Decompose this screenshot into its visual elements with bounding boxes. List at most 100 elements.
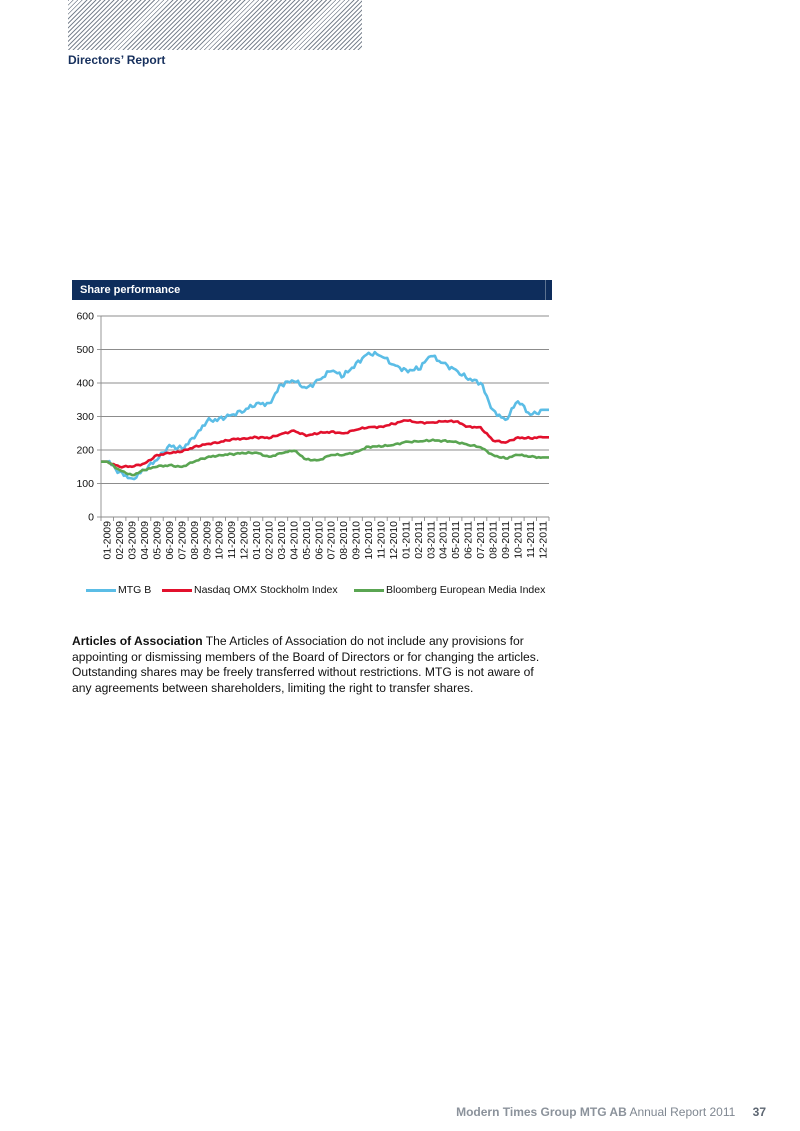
x-tick-label: 01-2011	[400, 521, 412, 559]
data-point-mtg-b	[218, 417, 220, 419]
data-point-mtg-b	[392, 363, 394, 365]
x-tick-label: 07-2010	[326, 521, 338, 560]
x-tick-label: 05-2010	[301, 521, 313, 560]
data-point-bloomberg-european-media-index	[367, 445, 369, 447]
x-tick-label: 02-2011	[413, 521, 425, 559]
data-point-nasdaq-omx-stockholm-index	[206, 443, 208, 445]
data-point-bloomberg-european-media-index	[106, 461, 108, 463]
data-point-bloomberg-european-media-index	[454, 440, 456, 442]
data-point-nasdaq-omx-stockholm-index	[392, 423, 394, 425]
series-line-mtg-b	[101, 350, 549, 481]
x-tick-label: 08-2011	[488, 521, 500, 559]
x-tick-label: 11-2010	[376, 521, 388, 559]
x-tick-label: 07-2009	[176, 521, 188, 560]
footer-report: Annual Report 2011	[629, 1105, 736, 1119]
legend-swatch-nasdaq	[162, 588, 192, 592]
chart-title-bar: Share performance	[72, 280, 552, 300]
page-footer: Modern Times Group MTG AB Annual Report …	[456, 1105, 766, 1119]
data-point-nasdaq-omx-stockholm-index	[293, 429, 295, 431]
data-point-mtg-b	[467, 378, 469, 380]
x-tick-label: 05-2011	[450, 521, 462, 559]
data-point-bloomberg-european-media-index	[230, 453, 232, 455]
data-point-nasdaq-omx-stockholm-index	[168, 452, 170, 454]
data-point-mtg-b	[206, 420, 208, 422]
data-point-mtg-b	[280, 383, 282, 385]
x-tick-label: 02-2009	[114, 521, 126, 560]
data-point-mtg-b	[542, 409, 544, 411]
legend-label-bloomberg: Bloomberg European Media Index	[386, 584, 546, 596]
y-tick-label: 0	[88, 512, 94, 524]
x-tick-label: 06-2010	[313, 521, 325, 560]
data-point-mtg-b	[181, 447, 183, 449]
legend-label-nasdaq: Nasdaq OMX Stockholm Index	[194, 584, 338, 596]
data-point-nasdaq-omx-stockholm-index	[131, 466, 133, 468]
data-point-bloomberg-european-media-index	[156, 466, 158, 468]
data-point-bloomberg-european-media-index	[342, 454, 344, 456]
data-point-nasdaq-omx-stockholm-index	[156, 454, 158, 456]
x-tick-label: 01-2010	[251, 521, 263, 560]
series-line-nasdaq-omx-stockholm-index	[101, 418, 549, 469]
data-point-bloomberg-european-media-index	[243, 452, 245, 454]
y-tick-label: 600	[76, 311, 94, 323]
share-performance-chart: 0 100 200 300 400 500 600 01-2009 02-2009 03-2009…	[76, 311, 550, 560]
legend-item-nasdaq: Nasdaq OMX Stockholm Index	[162, 584, 338, 596]
chart-legend: MTG B Nasdaq OMX Stockholm Index Bloombe…	[72, 584, 552, 600]
data-point-nasdaq-omx-stockholm-index	[430, 421, 432, 423]
data-point-bloomberg-european-media-index	[280, 452, 282, 454]
data-point-bloomberg-european-media-index	[143, 469, 145, 471]
data-point-bloomberg-european-media-index	[405, 440, 407, 442]
data-point-nasdaq-omx-stockholm-index	[467, 425, 469, 427]
paragraph-heading: Articles of Association	[72, 634, 203, 648]
data-point-bloomberg-european-media-index	[355, 450, 357, 452]
data-point-mtg-b	[255, 402, 257, 404]
series-line-bloomberg-european-media-index	[101, 438, 549, 477]
data-point-bloomberg-european-media-index	[168, 464, 170, 466]
data-point-nasdaq-omx-stockholm-index	[280, 433, 282, 435]
legend-swatch-bloomberg	[354, 588, 384, 592]
data-point-nasdaq-omx-stockholm-index	[230, 438, 232, 440]
data-point-nasdaq-omx-stockholm-index	[405, 419, 407, 421]
x-tick-label: 12-2011	[537, 521, 549, 559]
data-point-nasdaq-omx-stockholm-index	[218, 441, 220, 443]
data-point-bloomberg-european-media-index	[218, 454, 220, 456]
data-point-nasdaq-omx-stockholm-index	[355, 429, 357, 431]
data-point-mtg-b	[380, 355, 382, 357]
data-point-nasdaq-omx-stockholm-index	[330, 430, 332, 432]
data-point-nasdaq-omx-stockholm-index	[529, 437, 531, 439]
data-point-mtg-b	[268, 402, 270, 404]
data-point-mtg-b	[131, 477, 133, 479]
y-tick-label: 400	[76, 378, 94, 390]
articles-of-association-paragraph: Articles of Association The Articles of …	[72, 634, 552, 696]
y-tick-label: 500	[76, 344, 94, 356]
data-point-mtg-b	[529, 414, 531, 416]
data-point-nasdaq-omx-stockholm-index	[504, 441, 506, 443]
y-tick-label: 100	[76, 478, 94, 490]
data-point-mtg-b	[342, 375, 344, 377]
data-point-bloomberg-european-media-index	[504, 457, 506, 459]
data-point-bloomberg-european-media-index	[392, 444, 394, 446]
data-point-nasdaq-omx-stockholm-index	[143, 462, 145, 464]
data-point-nasdaq-omx-stockholm-index	[243, 437, 245, 439]
x-tick-label: 09-2010	[351, 521, 363, 560]
data-point-bloomberg-european-media-index	[206, 456, 208, 458]
legend-label-mtg-b: MTG B	[118, 584, 152, 596]
x-tick-label: 03-2010	[276, 521, 288, 560]
x-tick-label: 07-2011	[475, 521, 487, 559]
data-point-mtg-b	[517, 400, 519, 402]
x-tick-label: 04-2009	[139, 521, 151, 560]
data-point-nasdaq-omx-stockholm-index	[380, 425, 382, 427]
x-tick-label: 12-2009	[239, 521, 251, 560]
data-point-nasdaq-omx-stockholm-index	[442, 420, 444, 422]
data-point-mtg-b	[243, 410, 245, 412]
x-tick-label: 04-2011	[438, 521, 450, 559]
data-point-nasdaq-omx-stockholm-index	[542, 436, 544, 438]
legend-item-bloomberg: Bloomberg European Media Index	[354, 584, 545, 596]
data-point-bloomberg-european-media-index	[467, 444, 469, 446]
data-point-bloomberg-european-media-index	[293, 449, 295, 451]
data-point-mtg-b	[479, 382, 481, 384]
data-point-nasdaq-omx-stockholm-index	[118, 466, 120, 468]
data-point-mtg-b	[367, 352, 369, 354]
data-point-nasdaq-omx-stockholm-index	[181, 450, 183, 452]
x-tick-label: 12-2010	[388, 521, 400, 560]
data-point-bloomberg-european-media-index	[479, 446, 481, 448]
